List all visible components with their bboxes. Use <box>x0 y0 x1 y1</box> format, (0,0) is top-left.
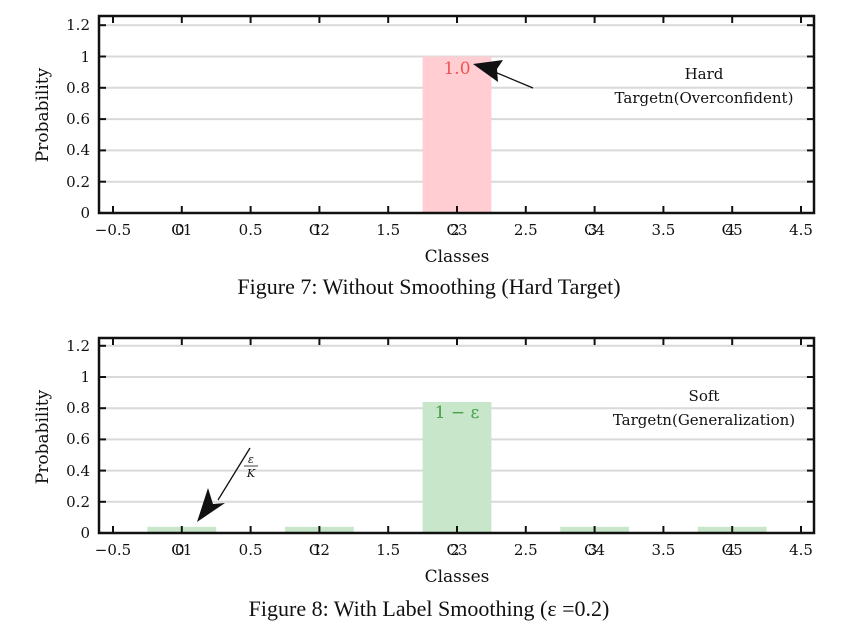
y-tick-label: 0.8 <box>66 399 90 417</box>
y-tick-label: 1 <box>80 48 90 66</box>
y-tick-label: 0.6 <box>66 430 90 448</box>
x-tick-label: 1 <box>313 541 323 559</box>
x-class-label: C5 <box>722 541 743 559</box>
figure-caption: Figure 8: With Label Smoothing (ε =0.2) <box>248 596 610 621</box>
chart-label-smoothing: 0 0.2 0.4 0.6 0.8 1 1.2 −0.5 0.5 1.5 2.5… <box>33 336 816 587</box>
bar-value-label: 1 − ε <box>435 403 480 423</box>
y-tick-label: 0.6 <box>66 110 90 128</box>
x-class-label: C5 <box>722 221 743 239</box>
y-tick-label: 1.2 <box>66 16 90 34</box>
figure-8: 0 0.2 0.4 0.6 0.8 1 1.2 −0.5 0.5 1.5 2.5… <box>0 322 858 633</box>
annotation-line-2: Targetn(Generalization) <box>613 411 795 429</box>
x-tick-label: 0.5 <box>239 541 263 559</box>
x-tick-label: 4 <box>725 221 735 239</box>
x-class-label: C3 <box>446 541 467 559</box>
x-tick-label: −0.5 <box>95 541 131 559</box>
y-axis-label: Probability <box>33 67 53 162</box>
y-tick-labels: 0 0.2 0.4 0.6 0.8 1 1.2 <box>66 16 90 222</box>
x-tick-label: 1 <box>313 221 323 239</box>
y-tick-label: 0.8 <box>66 79 90 97</box>
x-class-label: C2 <box>309 221 330 239</box>
x-axis-label: Classes <box>425 567 490 587</box>
epsilon-over-k-label: ε K <box>244 453 258 480</box>
y-tick-label: 0 <box>80 204 90 222</box>
y-tick-label: 0 <box>80 524 90 542</box>
x-tick-label: 0 <box>175 541 185 559</box>
y-ticks <box>99 344 814 503</box>
annotation-arrow <box>197 447 251 522</box>
bar-c3 <box>422 56 492 213</box>
annotation-line-2: Targetn(Overconfident) <box>615 89 794 107</box>
x-ticks <box>112 16 802 213</box>
x-tick-label: 1.5 <box>376 221 400 239</box>
x-tick-label: 2 <box>450 541 460 559</box>
x-ticks <box>112 338 802 533</box>
annotation-line-1: Hard <box>685 65 724 83</box>
x-tick-label: 3 <box>588 221 598 239</box>
y-ticks <box>99 24 814 183</box>
x-tick-labels: −0.5 0.5 1.5 2.5 3.5 4.5 C1 C2 C3 C4 C5 … <box>95 221 813 239</box>
x-tick-label: 2.5 <box>514 221 538 239</box>
annotation-line-1: Soft <box>689 387 720 405</box>
y-tick-label: 0.2 <box>66 493 90 511</box>
x-class-label: C3 <box>446 221 467 239</box>
x-class-label: C4 <box>584 541 605 559</box>
fraction-numerator: ε <box>248 453 254 466</box>
y-tick-label: 1 <box>80 368 90 386</box>
y-tick-label: 1.2 <box>66 337 90 355</box>
x-class-label: C1 <box>171 541 192 559</box>
x-class-label: C1 <box>171 221 192 239</box>
x-tick-label: 2 <box>450 221 460 239</box>
x-tick-label: 3 <box>588 541 598 559</box>
y-tick-labels: 0 0.2 0.4 0.6 0.8 1 1.2 <box>66 337 90 542</box>
figure-7: 0 0.2 0.4 0.6 0.8 1 1.2 −0.5 0.5 1.5 2.5… <box>33 14 816 299</box>
x-tick-label: 0.5 <box>239 221 263 239</box>
x-tick-label: 2.5 <box>514 541 538 559</box>
chart-hard-target: 0 0.2 0.4 0.6 0.8 1 1.2 −0.5 0.5 1.5 2.5… <box>33 14 816 267</box>
x-tick-label: 0 <box>175 221 185 239</box>
x-tick-label: 4 <box>725 541 735 559</box>
x-tick-label: 4.5 <box>789 541 813 559</box>
x-class-label: C2 <box>309 541 330 559</box>
x-tick-label: 4.5 <box>789 221 813 239</box>
y-tick-label: 0.4 <box>66 141 90 159</box>
x-tick-label: 3.5 <box>651 541 675 559</box>
annotation-arrow <box>473 60 534 89</box>
figure-caption: Figure 7: Without Smoothing (Hard Target… <box>237 274 621 299</box>
fraction-denominator: K <box>246 467 256 480</box>
x-tick-labels: −0.5 0.5 1.5 2.5 3.5 4.5 C1 C2 C3 C4 C5 … <box>95 541 813 559</box>
y-axis-label: Probability <box>33 389 53 484</box>
y-tick-label: 0.2 <box>66 173 90 191</box>
bar-c3 <box>422 402 492 533</box>
x-axis-label: Classes <box>425 247 490 267</box>
x-tick-label: −0.5 <box>95 221 131 239</box>
x-class-label: C4 <box>584 221 605 239</box>
x-tick-label: 1.5 <box>376 541 400 559</box>
x-tick-label: 3.5 <box>651 221 675 239</box>
bar-value-label: 1.0 <box>443 59 470 79</box>
y-tick-label: 0.4 <box>66 462 90 480</box>
